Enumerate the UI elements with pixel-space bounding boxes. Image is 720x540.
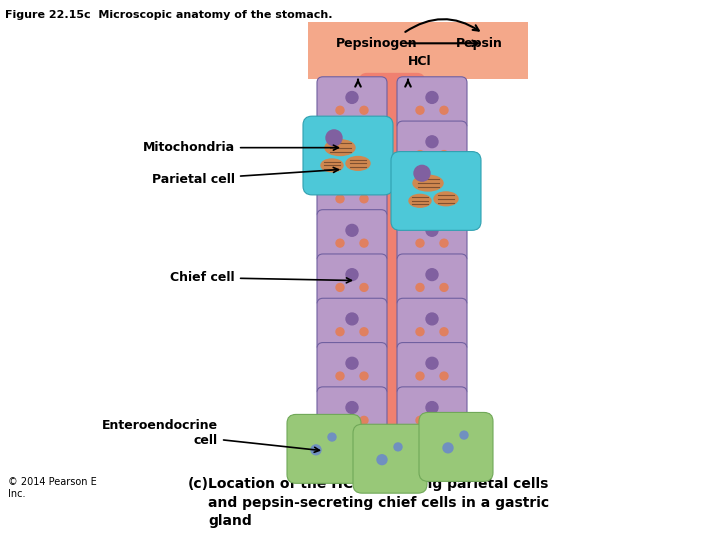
Circle shape (360, 239, 368, 247)
Circle shape (426, 136, 438, 147)
Circle shape (346, 313, 358, 325)
Ellipse shape (321, 159, 343, 172)
FancyBboxPatch shape (397, 210, 467, 263)
Circle shape (346, 136, 358, 147)
Circle shape (336, 106, 344, 114)
FancyBboxPatch shape (287, 414, 361, 483)
Circle shape (416, 151, 424, 158)
Circle shape (426, 92, 438, 103)
FancyBboxPatch shape (419, 413, 493, 481)
Circle shape (416, 372, 424, 380)
Text: Pepsinogen: Pepsinogen (336, 37, 418, 50)
FancyBboxPatch shape (317, 387, 387, 440)
FancyBboxPatch shape (317, 254, 387, 307)
Circle shape (414, 165, 430, 181)
Ellipse shape (409, 194, 431, 207)
FancyBboxPatch shape (397, 387, 467, 440)
Circle shape (336, 284, 344, 292)
Ellipse shape (346, 157, 370, 170)
Circle shape (426, 180, 438, 192)
Circle shape (416, 328, 424, 336)
FancyBboxPatch shape (317, 298, 387, 352)
FancyBboxPatch shape (397, 121, 467, 174)
Circle shape (346, 225, 358, 236)
FancyBboxPatch shape (397, 298, 467, 352)
Text: Parietal cell: Parietal cell (152, 167, 338, 186)
Circle shape (440, 239, 448, 247)
FancyBboxPatch shape (317, 121, 387, 174)
Circle shape (440, 284, 448, 292)
Circle shape (336, 151, 344, 158)
Text: Enteroendocrine
cell: Enteroendocrine cell (102, 419, 320, 453)
Circle shape (360, 372, 368, 380)
FancyBboxPatch shape (303, 116, 393, 195)
FancyBboxPatch shape (397, 77, 467, 130)
Ellipse shape (434, 192, 458, 206)
Circle shape (346, 269, 358, 281)
Circle shape (336, 239, 344, 247)
Text: HCl: HCl (408, 55, 432, 68)
Circle shape (360, 151, 368, 158)
Circle shape (416, 195, 424, 203)
FancyBboxPatch shape (317, 165, 387, 219)
Circle shape (426, 313, 438, 325)
Circle shape (360, 195, 368, 203)
Circle shape (336, 416, 344, 424)
Circle shape (336, 195, 344, 203)
Circle shape (460, 431, 468, 439)
Ellipse shape (325, 140, 355, 156)
Circle shape (346, 92, 358, 103)
Circle shape (440, 106, 448, 114)
FancyBboxPatch shape (397, 342, 467, 396)
Circle shape (360, 284, 368, 292)
Circle shape (440, 328, 448, 336)
FancyBboxPatch shape (317, 210, 387, 263)
Circle shape (416, 284, 424, 292)
Circle shape (360, 328, 368, 336)
Ellipse shape (413, 175, 443, 191)
Text: Location of the HCl-producing parietal cells
and pepsin-secreting chief cells in: Location of the HCl-producing parietal c… (208, 477, 549, 528)
FancyBboxPatch shape (397, 254, 467, 307)
Circle shape (336, 372, 344, 380)
FancyBboxPatch shape (391, 152, 481, 231)
Text: © 2014 Pearson E
Inc.: © 2014 Pearson E Inc. (8, 477, 96, 499)
Circle shape (394, 443, 402, 451)
Circle shape (440, 372, 448, 380)
Circle shape (311, 445, 321, 455)
FancyBboxPatch shape (397, 165, 467, 219)
Text: Chief cell: Chief cell (171, 271, 351, 284)
Circle shape (440, 195, 448, 203)
Circle shape (443, 443, 453, 453)
Circle shape (360, 106, 368, 114)
Circle shape (426, 225, 438, 236)
Circle shape (360, 416, 368, 424)
FancyBboxPatch shape (308, 22, 528, 79)
Circle shape (346, 402, 358, 414)
Circle shape (346, 180, 358, 192)
Circle shape (440, 416, 448, 424)
Circle shape (416, 106, 424, 114)
Circle shape (426, 357, 438, 369)
Text: Mitochondria: Mitochondria (143, 141, 338, 154)
Circle shape (426, 269, 438, 281)
FancyBboxPatch shape (317, 342, 387, 396)
FancyBboxPatch shape (359, 73, 425, 472)
Circle shape (416, 239, 424, 247)
Text: Figure 22.15c  Microscopic anatomy of the stomach.: Figure 22.15c Microscopic anatomy of the… (5, 10, 333, 20)
Circle shape (416, 416, 424, 424)
Circle shape (426, 402, 438, 414)
Text: Pepsin: Pepsin (456, 37, 503, 50)
Circle shape (440, 151, 448, 158)
Circle shape (336, 328, 344, 336)
Circle shape (326, 130, 342, 146)
Circle shape (346, 357, 358, 369)
FancyBboxPatch shape (317, 77, 387, 130)
Circle shape (377, 455, 387, 464)
Text: (c): (c) (188, 477, 209, 491)
FancyBboxPatch shape (353, 424, 427, 493)
Circle shape (328, 433, 336, 441)
